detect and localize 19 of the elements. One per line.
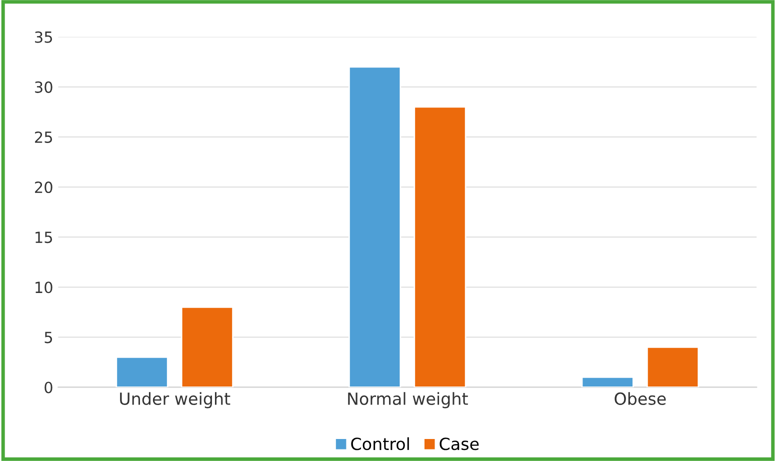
x-tick-label: Normal weight (348, 392, 468, 408)
y-tick-label: 20 (35, 182, 52, 194)
bar (581, 376, 634, 388)
legend-label: Case (440, 438, 479, 450)
y-tick-label: 15 (36, 232, 52, 244)
bar (180, 306, 234, 388)
y-tick-label: 25 (35, 131, 52, 144)
y-tick-label: 0 (44, 382, 52, 394)
bar (646, 346, 700, 388)
y-tick-label: 10 (36, 282, 52, 294)
x-tick-label: Obese (614, 392, 666, 405)
y-tick-label: 30 (35, 81, 52, 93)
bar (414, 106, 466, 388)
legend-label: Control (351, 437, 409, 450)
bar (348, 66, 402, 388)
x-tick-label: Under weight (120, 392, 230, 408)
bar (116, 356, 168, 388)
y-tick-label: 35 (35, 31, 52, 43)
y-tick-label: 5 (44, 332, 52, 344)
